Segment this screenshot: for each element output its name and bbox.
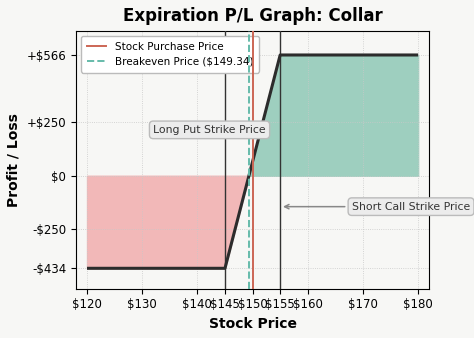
Text: Short Call Strike Price: Short Call Strike Price xyxy=(285,202,470,212)
Y-axis label: Profit / Loss: Profit / Loss xyxy=(7,113,21,207)
Title: Expiration P/L Graph: Collar: Expiration P/L Graph: Collar xyxy=(123,7,383,25)
X-axis label: Stock Price: Stock Price xyxy=(209,317,297,331)
Text: Long Put Strike Price: Long Put Strike Price xyxy=(153,125,266,135)
Legend: Stock Purchase Price, Breakeven Price ($149.34): Stock Purchase Price, Breakeven Price ($… xyxy=(81,36,259,73)
